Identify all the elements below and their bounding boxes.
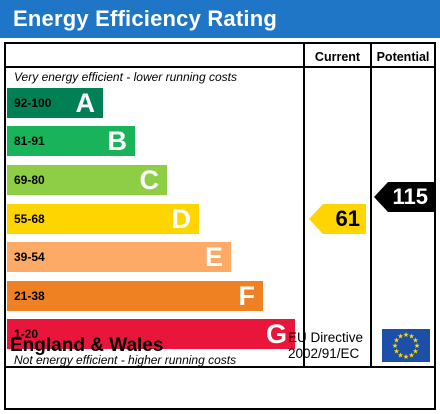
svg-text:★: ★ — [392, 342, 398, 350]
band-letter: C — [139, 165, 160, 195]
band-range-label: 69-80 — [14, 173, 45, 187]
potential-rating-value: 115 — [392, 184, 429, 209]
directive-label: EU Directive 2002/91/EC — [288, 330, 363, 362]
current-rating-arrow: 61 — [309, 204, 366, 234]
svg-text:★: ★ — [397, 333, 403, 341]
svg-text:★: ★ — [397, 352, 403, 360]
potential-rating-arrow: 115 — [374, 182, 434, 212]
svg-text:★: ★ — [412, 348, 418, 356]
divider — [303, 44, 305, 368]
band-a: 92-100 A — [7, 88, 103, 118]
svg-text:★: ★ — [403, 353, 409, 361]
directive-line2: 2002/91/EC — [288, 346, 360, 361]
band-g: 1-20 G — [7, 319, 295, 349]
divider — [6, 66, 434, 68]
region-label: England & Wales — [10, 335, 164, 356]
band-c: 69-80 C — [7, 165, 167, 195]
current-arrow-shape — [309, 204, 366, 234]
band-letter: B — [107, 126, 128, 156]
current-column-header: Current — [314, 50, 361, 64]
band-range-label: 81-91 — [14, 134, 45, 148]
rating-table: Current Potential Very energy efficient … — [4, 42, 436, 410]
svg-text:★: ★ — [393, 348, 399, 356]
page-title: Energy Efficiency Rating — [13, 6, 277, 31]
band-range-label: 21-38 — [14, 289, 45, 303]
band-e: 39-54 E — [7, 242, 231, 272]
bottom-note: Not energy efficient - higher running co… — [14, 353, 237, 367]
potential-column-header: Potential — [376, 50, 430, 64]
directive-line1: EU Directive — [288, 330, 364, 345]
band-letter: D — [171, 204, 192, 234]
svg-text:★: ★ — [414, 342, 420, 350]
current-rating-value: 61 — [335, 206, 360, 231]
top-note: Very energy efficient - lower running co… — [14, 70, 237, 84]
band-range-label: 1-20 — [14, 327, 39, 341]
band-letter: F — [238, 281, 256, 311]
potential-arrow-shape — [374, 182, 434, 212]
band-range-label: 55-68 — [14, 212, 45, 226]
band-b: 81-91 B — [7, 126, 135, 156]
svg-text:★: ★ — [393, 337, 399, 345]
svg-text:★: ★ — [408, 352, 414, 360]
band-range-label: 39-54 — [14, 250, 45, 264]
divider — [370, 44, 372, 368]
divider — [6, 366, 434, 368]
band-range-label: 92-100 — [14, 96, 52, 110]
band-d: 55-68 D — [7, 204, 199, 234]
svg-text:★: ★ — [412, 337, 418, 345]
eu-flag-icon: ★ ★ ★ ★ ★ ★ ★ ★ ★ ★ ★ ★ — [382, 329, 430, 362]
title-bar: Energy Efficiency Rating — [0, 0, 440, 38]
band-letter: G — [265, 319, 287, 349]
band-letter: E — [204, 242, 223, 272]
band-f: 21-38 F — [7, 281, 263, 311]
svg-text:★: ★ — [408, 333, 414, 341]
svg-text:★: ★ — [403, 331, 409, 339]
band-letter: A — [75, 88, 96, 118]
